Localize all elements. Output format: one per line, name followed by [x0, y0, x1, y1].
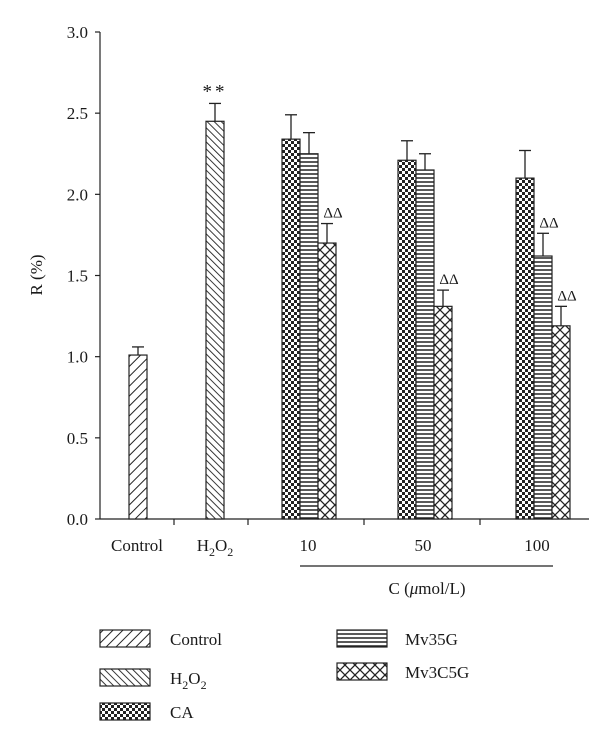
bar-control-control: [128, 354, 148, 520]
bar-ca-50: [397, 159, 417, 520]
legend: Control H2O2 CA Mv35G Mv3C5G: [99, 629, 469, 722]
legend-item-mv3c5g: Mv3C5G: [336, 662, 469, 682]
legend-label-ca: CA: [170, 703, 194, 722]
y-tick-label-4: 2.0: [67, 185, 88, 204]
bar-mv35g-10: [299, 153, 319, 520]
legend-swatch-ca: [99, 702, 151, 721]
x-ticks: [173, 519, 481, 525]
x-tick-label-100: 100: [524, 536, 550, 555]
bar-ca-10: [281, 138, 301, 520]
legend-label-h2o2: H2O2: [170, 669, 207, 692]
x-tick-label-control: Control: [111, 536, 163, 555]
annotation-2: ΔΔ: [439, 272, 459, 288]
x-tick-label-50: 50: [415, 536, 432, 555]
annotations: ** ΔΔ ΔΔ ΔΔ ΔΔ: [203, 81, 577, 304]
bar-ca-100: [515, 177, 535, 520]
x-tick-label-h2o2: H2O2: [197, 536, 234, 559]
y-tick-label-5: 2.5: [67, 104, 88, 123]
error-bars: [132, 102, 567, 356]
bars: [128, 120, 571, 520]
y-ticks: 0.0 0.5 1.0 1.5 2.0 2.5 3.0: [67, 23, 100, 529]
legend-item-mv35g: Mv35G: [336, 629, 458, 649]
annotation-4: ΔΔ: [557, 288, 577, 304]
annotation-3: ΔΔ: [539, 215, 559, 231]
bar-mv3c5g-10: [317, 242, 337, 520]
x-axis-label: C (μmol/L): [388, 579, 465, 598]
y-tick-label-2: 1.0: [67, 348, 88, 367]
y-tick-label-0: 0.0: [67, 510, 88, 529]
legend-label-control: Control: [170, 630, 222, 649]
legend-item-ca: CA: [99, 702, 194, 722]
y-tick-label-3: 1.5: [67, 267, 88, 286]
legend-item-control: Control: [99, 629, 222, 649]
y-tick-label-1: 0.5: [67, 429, 88, 448]
x-tick-label-10: 10: [300, 536, 317, 555]
legend-swatch-mv35g: [336, 629, 388, 648]
legend-swatch-h2o2: [99, 668, 151, 687]
legend-swatch-mv3c5g: [336, 662, 388, 681]
y-axis-label: R (%): [27, 254, 46, 295]
y-tick-label-6: 3.0: [67, 23, 88, 42]
bar-mv3c5g-100: [551, 325, 571, 520]
legend-label-mv3c5g: Mv3C5G: [405, 663, 469, 682]
bar-h2o2-h2o2: [205, 120, 225, 520]
annotation-1: ΔΔ: [323, 206, 343, 222]
annotation-0: **: [203, 81, 228, 102]
legend-label-mv35g: Mv35G: [405, 630, 458, 649]
bar-mv35g-50: [415, 169, 435, 520]
bar-mv3c5g-50: [433, 305, 453, 520]
legend-swatch-control: [99, 629, 151, 648]
bar-mv35g-100: [533, 255, 553, 520]
legend-item-h2o2: H2O2: [99, 668, 207, 692]
